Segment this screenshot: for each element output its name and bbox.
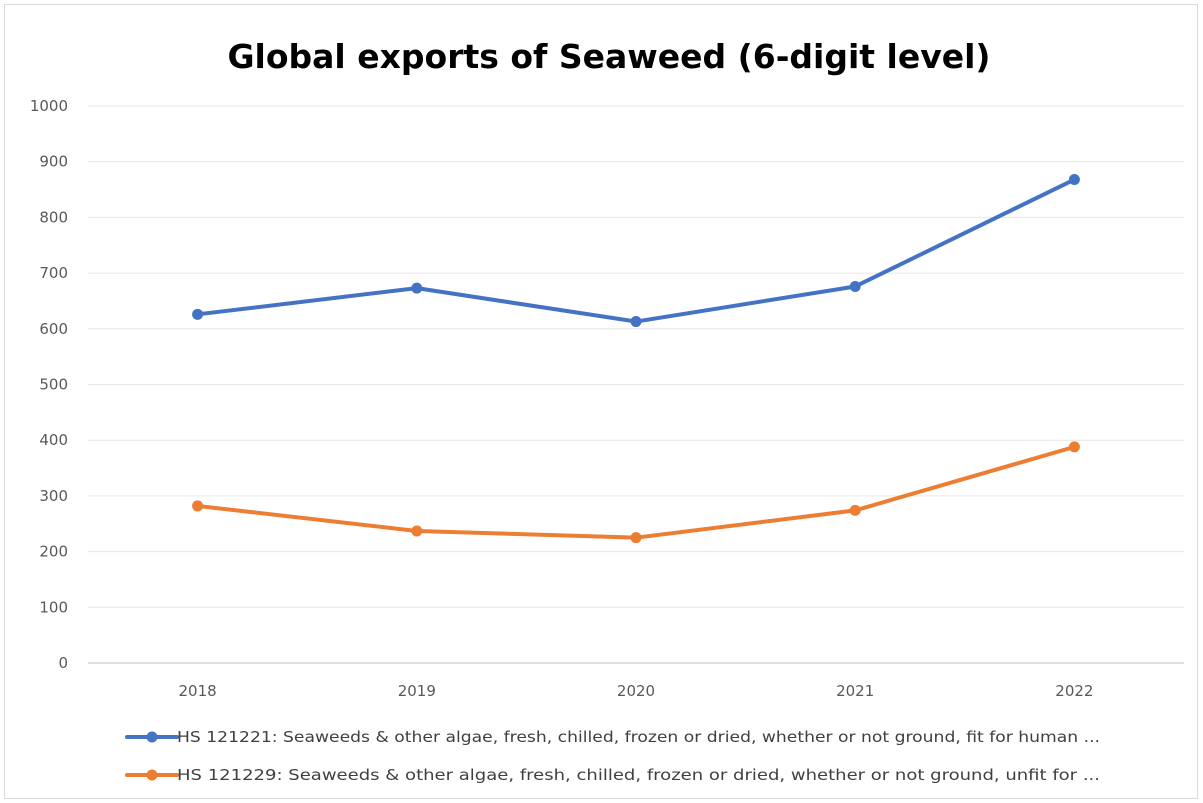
series-line: [195, 177, 1077, 324]
x-tick-label: 2022: [1055, 682, 1093, 700]
legend-swatch-marker: [146, 769, 158, 781]
series-1: [192, 174, 1080, 328]
series-group: [192, 174, 1080, 544]
gridlines: [88, 105, 1184, 664]
y-tick-label: 900: [39, 153, 68, 171]
y-tick-label: 400: [39, 431, 68, 449]
data-point: [849, 504, 861, 516]
legend-swatch-marker: [146, 731, 158, 743]
legend: HS 121221: Seaweeds & other algae, fresh…: [125, 728, 1100, 784]
data-point: [192, 308, 204, 320]
data-point: [411, 525, 423, 537]
data-point: [630, 532, 642, 544]
x-tick-label: 2018: [179, 682, 217, 700]
legend-label: HS 121229: Seaweeds & other algae, fresh…: [177, 766, 1100, 784]
legend-item: HS 121221: Seaweeds & other algae, fresh…: [125, 728, 1100, 746]
x-tick-label: 2021: [836, 682, 874, 700]
data-point: [849, 280, 861, 292]
chart-frame: [4, 4, 1198, 799]
y-tick-label: 800: [39, 208, 68, 226]
x-tick-label: 2020: [617, 682, 655, 700]
y-tick-label: 300: [39, 487, 68, 505]
legend-item: HS 121229: Seaweeds & other algae, fresh…: [125, 766, 1100, 784]
x-axis-ticks: 2018 2019 2020 2021 2022: [179, 682, 1094, 700]
y-tick-label: 100: [39, 598, 68, 616]
data-point: [1068, 441, 1080, 453]
legend-label: HS 121221: Seaweeds & other algae, fresh…: [177, 728, 1100, 746]
y-tick-label: 700: [39, 264, 68, 282]
y-tick-label: 1000: [30, 97, 68, 115]
data-point: [192, 500, 204, 512]
x-tick-label: 2019: [398, 682, 436, 700]
y-tick-label: 200: [39, 543, 68, 561]
y-tick-label: 600: [39, 320, 68, 338]
y-axis-ticks: 0 100 200 300 400 500 600 700 800 900 1000: [30, 97, 68, 672]
series-line: [195, 444, 1077, 540]
chart-title: Global exports of Seaweed (6-digit level…: [227, 37, 990, 76]
data-point: [1068, 174, 1080, 186]
y-tick-label: 0: [58, 654, 68, 672]
data-point: [411, 282, 423, 294]
y-tick-label: 500: [39, 376, 68, 394]
data-point: [630, 316, 642, 328]
series-2: [192, 441, 1080, 544]
